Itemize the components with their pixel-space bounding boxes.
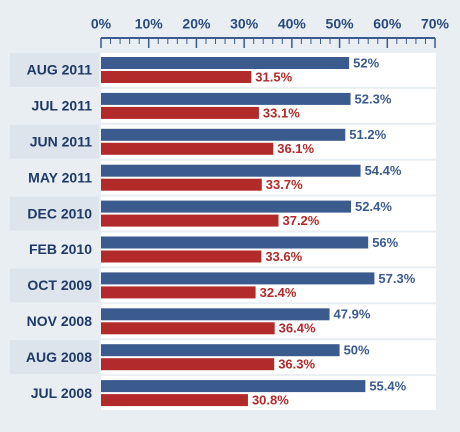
category-label: JUL 2008 (31, 385, 92, 401)
label-cell (10, 124, 99, 159)
value-label: 33.7% (266, 177, 303, 192)
value-label: 56% (372, 235, 398, 250)
bar (101, 308, 330, 321)
x-tick-label: 60% (373, 16, 402, 32)
value-label: 54.4% (365, 163, 402, 178)
category-label: OCT 2009 (27, 277, 92, 293)
category-label: MAY 2011 (28, 169, 92, 185)
category-label: JUN 2011 (30, 133, 92, 149)
bar (101, 106, 259, 119)
value-label: 33.6% (265, 249, 302, 264)
bar (101, 164, 361, 177)
bar (101, 57, 350, 69)
value-label: 51.2% (349, 127, 386, 142)
value-label: 36.1% (277, 141, 314, 156)
value-label: 36.4% (279, 321, 316, 336)
category-label: JUL 2011 (32, 98, 93, 114)
value-label: 50% (344, 343, 370, 358)
label-cell (10, 304, 99, 339)
bar (101, 71, 252, 83)
label-cell (10, 88, 99, 123)
category-label: FEB 2010 (29, 241, 92, 257)
label-cell (10, 160, 99, 195)
bar (101, 286, 256, 299)
value-label: 30.8% (252, 393, 289, 408)
bar (101, 344, 340, 357)
bar (101, 200, 352, 213)
bar (101, 272, 375, 285)
x-tick-label: 50% (326, 16, 355, 32)
value-label: 32.4% (260, 285, 297, 300)
value-label: 47.9% (334, 307, 371, 322)
category-label: DEC 2010 (27, 205, 92, 221)
bar (101, 92, 351, 105)
bar (101, 236, 369, 249)
value-label: 36.3% (278, 357, 315, 372)
value-label: 52.4% (355, 199, 392, 214)
x-tick-label: 70% (421, 16, 450, 32)
x-tick-label: 0% (91, 16, 112, 32)
bar (101, 142, 274, 155)
category-label: AUG 2011 (27, 62, 93, 78)
bar (101, 128, 346, 141)
value-label: 31.5% (255, 69, 292, 84)
value-label: 52.3% (355, 91, 392, 106)
bar (101, 394, 248, 407)
x-tick-label: 20% (182, 16, 211, 32)
value-label: 37.2% (282, 213, 319, 228)
label-cell (10, 196, 99, 231)
category-label: AUG 2008 (26, 349, 92, 365)
bar (101, 178, 262, 191)
label-cell (10, 340, 99, 375)
label-cell (10, 53, 99, 87)
value-label: 52% (353, 55, 379, 70)
label-cell (10, 232, 99, 267)
value-label: 33.1% (263, 105, 300, 120)
category-label: NOV 2008 (27, 313, 93, 329)
x-tick-label: 30% (230, 16, 259, 32)
bar (101, 322, 275, 335)
bar (101, 358, 275, 371)
bar (101, 380, 366, 393)
bar (101, 250, 262, 263)
label-cell (10, 268, 99, 303)
value-label: 55.4% (369, 379, 406, 394)
x-tick-label: 10% (135, 16, 164, 32)
label-cell (10, 376, 99, 410)
value-label: 57.3% (378, 271, 415, 286)
bar (101, 214, 279, 227)
x-tick-label: 40% (278, 16, 307, 32)
